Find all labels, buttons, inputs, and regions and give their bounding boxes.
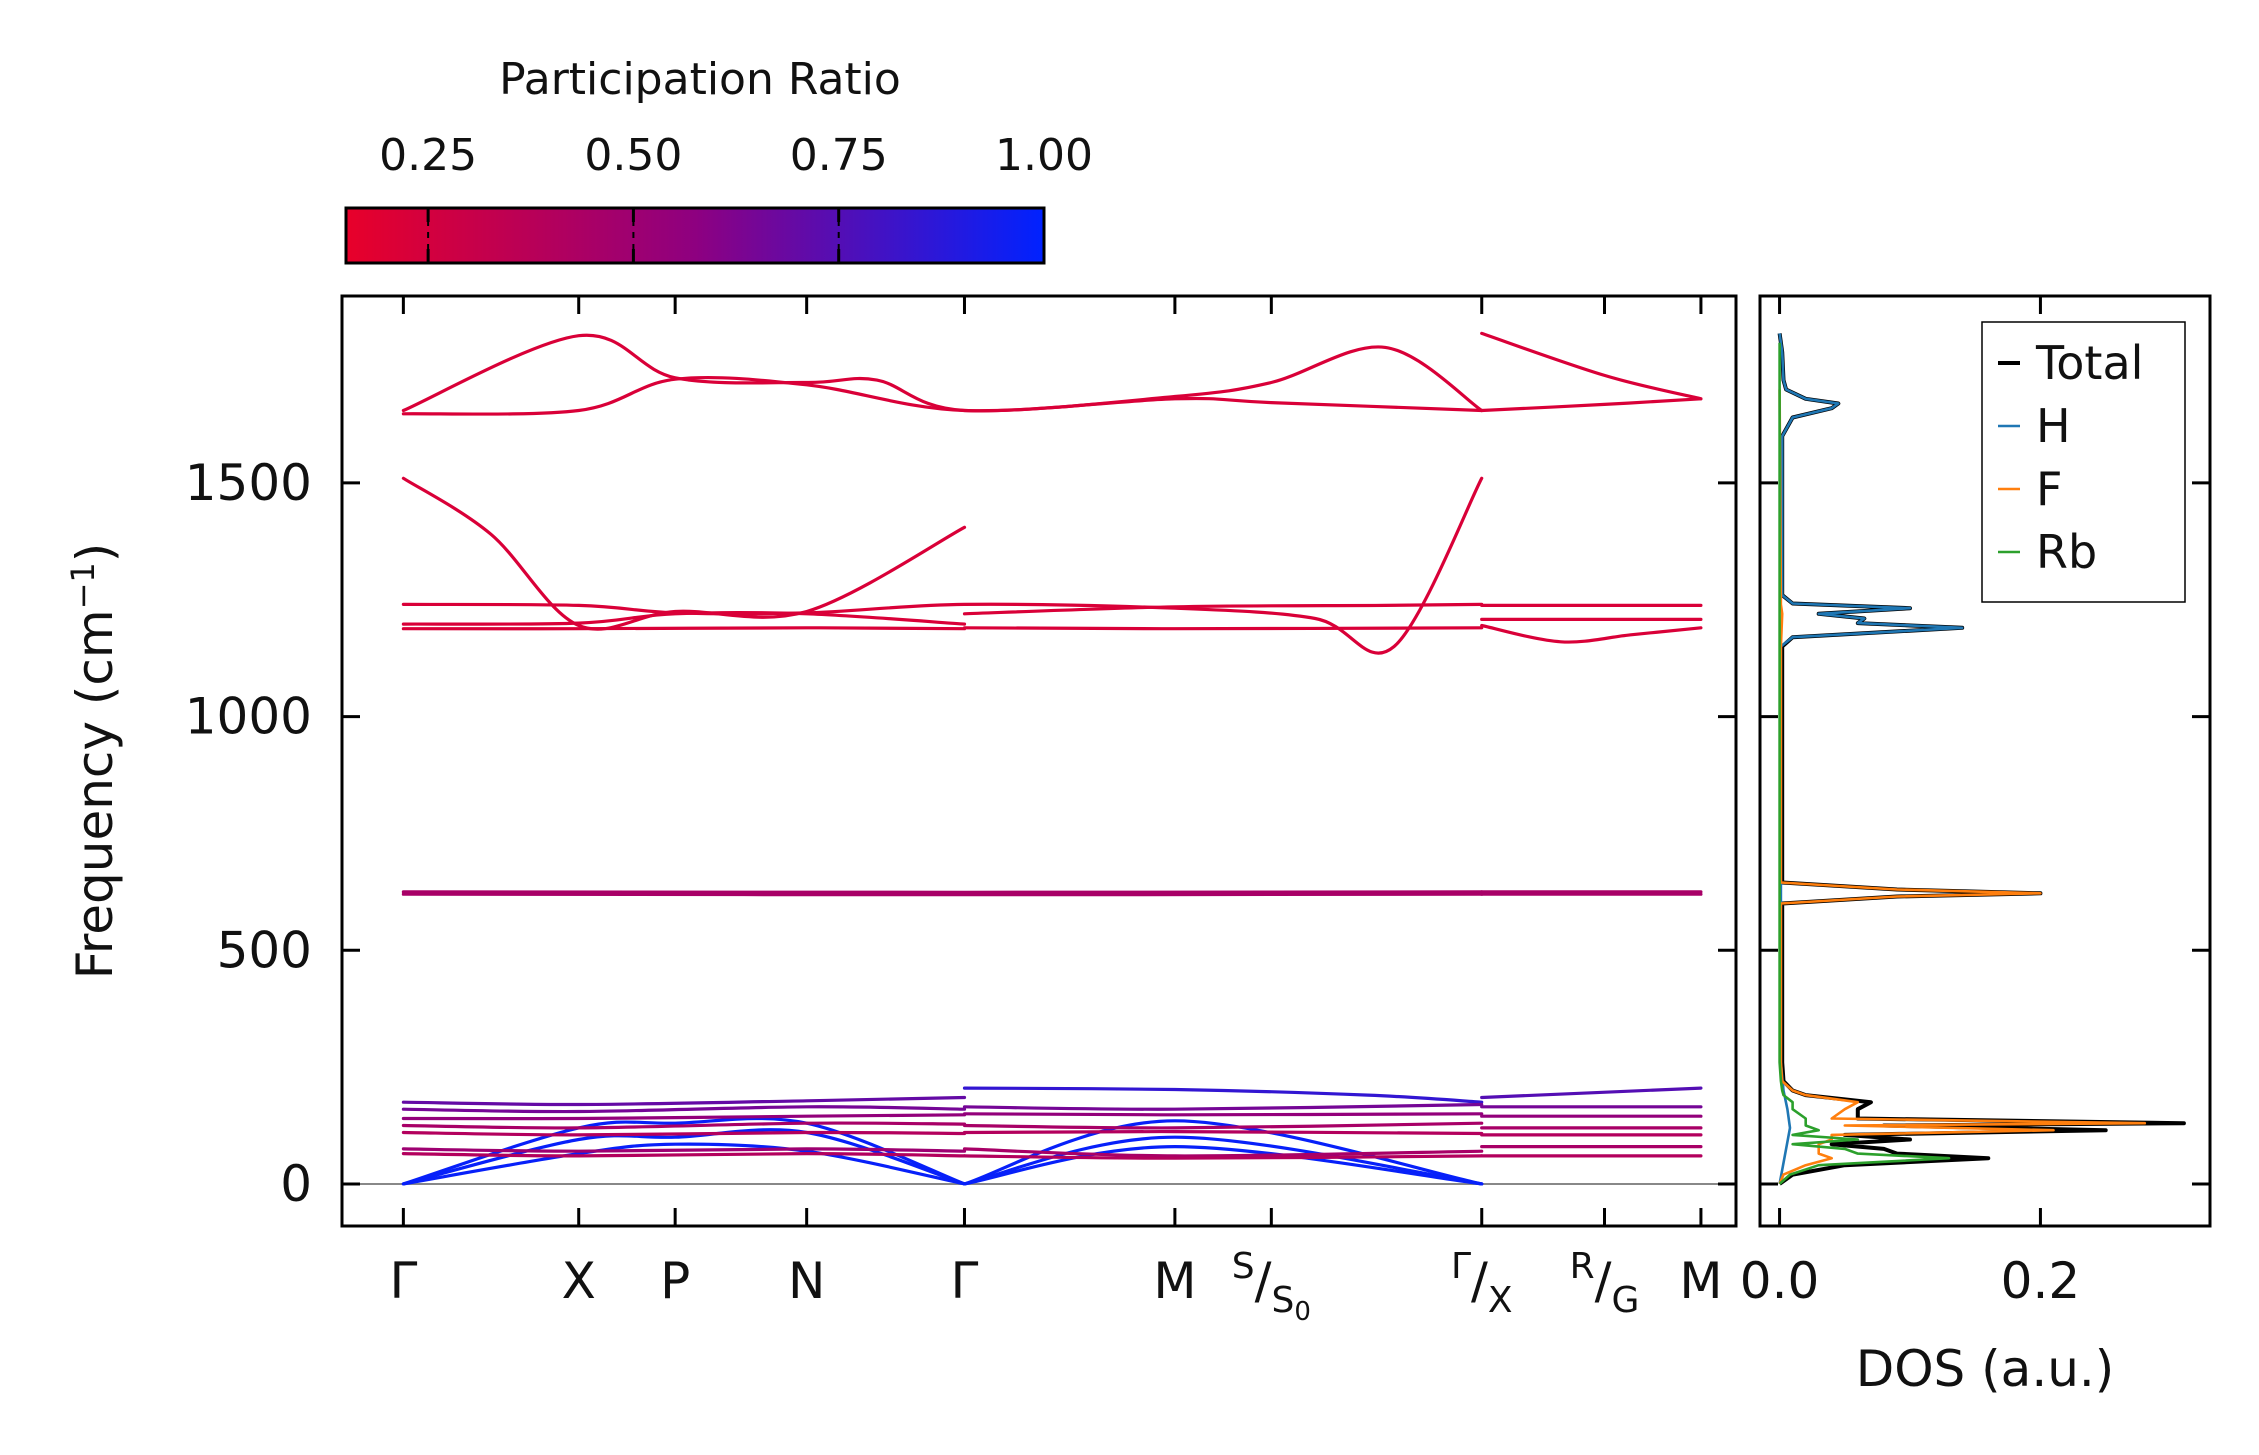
band-H-bend-4 (401, 626, 967, 631)
band-acoustic-5 (962, 1135, 1484, 1186)
colorbar: Participation Ratio 0.25 0.50 0.75 1.00 (344, 54, 1093, 265)
band-H-bend-3 (401, 610, 967, 626)
band-H-bend-6 (962, 626, 1484, 631)
dos-curve-h (1778, 333, 1964, 1185)
path-point-label: M (1153, 1252, 1196, 1310)
dos-curves (1777, 333, 2186, 1186)
band-acoustic-1 (401, 1116, 967, 1186)
band-optical-10 (962, 1121, 1484, 1130)
dos-curve-f (1778, 389, 2147, 1185)
dos-x-tick-label: 0.0 (1740, 1252, 1820, 1310)
band-structure-panel: 0 500 1000 1500 Γ X P N Γ M S/S0 Γ/X R/G M Frequency… (64, 294, 1738, 1327)
colorbar-tick-label: 0.75 (790, 130, 888, 181)
band-optical-5 (401, 1130, 967, 1137)
band-optical-2 (401, 1105, 967, 1114)
dos-frequency-ticks (1760, 481, 2210, 1186)
legend-frame (1981, 321, 2186, 603)
legend-entries: Total HF Rb (1998, 336, 2143, 579)
band-acoustic-3 (401, 1142, 967, 1186)
dos-legend: Total HF Rb (1981, 321, 2186, 603)
band-H-bend-2 (401, 476, 1484, 655)
path-point-label: M (1679, 1252, 1722, 1310)
band-acoustic-4 (962, 1119, 1484, 1186)
y-tick-label: 0 (280, 1155, 312, 1213)
legend-label-total: Total (2035, 336, 2143, 390)
band-acoustic-6 (962, 1144, 1484, 1186)
band-optical-9 (962, 1112, 1484, 1117)
band-H-bend-9 (1480, 623, 1703, 644)
path-point-label: Γ/X (1451, 1246, 1513, 1321)
path-point-label: X (562, 1252, 596, 1310)
band-optical-7 (401, 1151, 967, 1158)
band-H-stretch-upper-4 (1480, 397, 1703, 413)
dos-x-tick-label: 0.2 (2001, 1252, 2081, 1310)
band-optical-top-2 (1480, 1086, 1703, 1100)
band-H-bend-5 (962, 602, 1484, 616)
phonon-bands (401, 331, 1703, 1186)
colorbar-tick-label: 0.50 (584, 130, 682, 181)
path-point-label: Γ (389, 1252, 417, 1310)
frequency-axis-ticks: 0 500 1000 1500 (185, 454, 1736, 1213)
band-optical-4 (401, 1121, 967, 1130)
band-optical-8 (962, 1102, 1484, 1111)
path-point-label: R/G (1570, 1246, 1640, 1321)
path-point-label: Γ (951, 1252, 979, 1310)
band-axes-frame (340, 294, 1738, 1228)
dos-panel: 0.0 0.2 DOS (a.u.) Total HF Rb (1740, 294, 2212, 1398)
dos-curve-rb (1778, 342, 1951, 1185)
colorbar-ticks: 0.25 0.50 0.75 1.00 (379, 130, 1093, 263)
band-optical-top-1 (962, 1086, 1484, 1104)
colorbar-tick-label: 0.25 (379, 130, 477, 181)
y-tick-label: 1000 (185, 688, 312, 746)
dos-axes-frame (1758, 294, 2212, 1228)
path-point-label: S/S0 (1232, 1246, 1311, 1327)
colorbar-tick-label: 1.00 (995, 130, 1093, 181)
band-H-stretch-upper-3 (1480, 331, 1703, 401)
frequency-axis-label: Frequency (cm−1) (64, 543, 124, 980)
band-optical-12 (962, 1147, 1484, 1158)
colorbar-gradient (344, 206, 1046, 265)
dos-axis-ticks: 0.0 0.2 (1740, 296, 2080, 1310)
legend-label-h: H (2036, 399, 2071, 453)
band-F-mode-2 (401, 892, 1484, 897)
legend-label-rb: Rb (2036, 525, 2097, 579)
band-optical-1 (401, 1095, 967, 1107)
legend-label-f: F (2036, 462, 2062, 516)
band-H-stretch-upper-2 (401, 375, 1484, 416)
band-H-stretch-upper-1 (401, 333, 1484, 413)
band-optical-3 (401, 1113, 967, 1121)
y-tick-label: 500 (217, 921, 312, 979)
high-symmetry-path-labels: Γ X P N Γ M S/S0 Γ/X R/G M (389, 296, 1723, 1327)
dos-axis-label: DOS (a.u.) (1856, 1340, 2115, 1398)
colorbar-label: Participation Ratio (499, 54, 901, 105)
path-point-label: P (660, 1252, 690, 1310)
band-H-bend-1 (401, 476, 967, 631)
band-optical-13 (962, 1154, 1484, 1160)
y-tick-label: 1500 (185, 454, 312, 512)
path-point-label: N (788, 1252, 825, 1310)
band-optical-6 (401, 1147, 967, 1153)
band-optical-11 (962, 1129, 1484, 1136)
